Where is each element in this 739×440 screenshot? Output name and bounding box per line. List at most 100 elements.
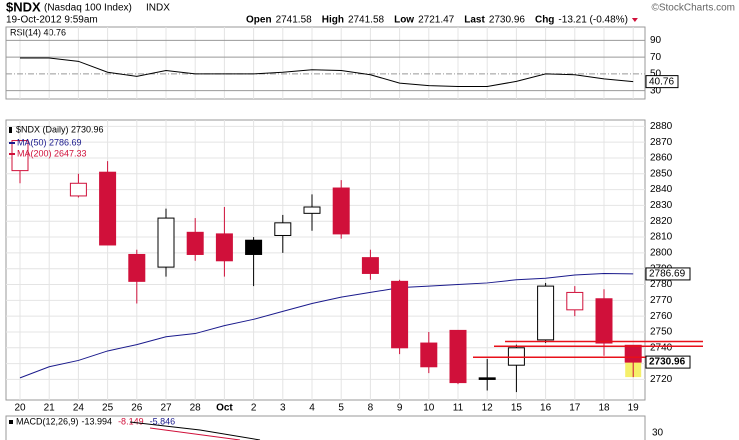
macd-signal bbox=[149, 427, 241, 440]
down-arrow bbox=[631, 18, 638, 22]
candle-body bbox=[595, 298, 613, 344]
y-tick-label: 2830 bbox=[650, 200, 673, 211]
x-tick-label: 25 bbox=[102, 403, 114, 414]
candle-body bbox=[391, 280, 409, 349]
macd-panel bbox=[5, 415, 646, 440]
x-tick-label: 10 bbox=[423, 403, 435, 414]
y-tick-label: 30 bbox=[650, 85, 662, 96]
quote-label: Low bbox=[394, 15, 414, 26]
candle-body bbox=[99, 171, 117, 246]
y-tick-label: 2820 bbox=[650, 216, 673, 227]
y-tick-label: 2860 bbox=[650, 153, 673, 164]
candle-body bbox=[537, 285, 555, 341]
y-tick-label: 2740 bbox=[650, 342, 673, 353]
x-tick-label: 28 bbox=[190, 403, 202, 414]
quote-value: 2730.96 bbox=[489, 15, 526, 26]
candle-body bbox=[507, 347, 525, 366]
price-label: 2786.69 bbox=[649, 269, 686, 280]
legend-icon bbox=[9, 127, 12, 133]
legend-entry: MA(200) 2647.33 bbox=[17, 148, 87, 158]
candle-body bbox=[215, 233, 233, 262]
quote: Open 2741.58 High 2741.58 Low 2721.47 Last 2730… bbox=[246, 15, 638, 26]
candle-body bbox=[566, 291, 584, 311]
quote-label: Chg bbox=[535, 15, 554, 26]
x-tick-label: 12 bbox=[482, 403, 494, 414]
candle-body bbox=[186, 231, 204, 255]
y-tick-label: 2800 bbox=[650, 248, 673, 259]
quote-label: High bbox=[322, 15, 344, 26]
candle-body bbox=[449, 329, 467, 384]
candle-body bbox=[420, 342, 438, 368]
rsi-panel bbox=[5, 26, 646, 100]
candle-body bbox=[478, 377, 496, 380]
candle-body bbox=[157, 217, 175, 268]
rsi-title: RSI(14) 40.76 bbox=[10, 27, 66, 37]
y-tick-label: 50 bbox=[650, 69, 662, 80]
candle-body bbox=[69, 182, 87, 197]
legend-title: $NDX (Daily) 2730.96 bbox=[16, 124, 104, 134]
credit: ©StockCharts.com bbox=[651, 3, 735, 14]
x-tick-label: 9 bbox=[397, 403, 403, 414]
y-tick-label: 2780 bbox=[650, 279, 673, 290]
price-box bbox=[645, 355, 691, 369]
y-tick-label: 2750 bbox=[650, 327, 673, 338]
last-box bbox=[645, 75, 679, 89]
price-panel bbox=[5, 119, 646, 401]
y-tick-label: 2840 bbox=[650, 184, 673, 195]
price-label: 2730.96 bbox=[649, 357, 686, 368]
x-tick-label: 8 bbox=[368, 403, 374, 414]
quote-label: Last bbox=[464, 15, 485, 26]
candle-body bbox=[303, 206, 321, 214]
x-tick-label: 5 bbox=[338, 403, 344, 414]
x-tick-label: 20 bbox=[14, 403, 26, 414]
ma-line bbox=[19, 272, 634, 379]
quote-value: -13.21 (-0.48%) bbox=[558, 15, 627, 26]
y-tick-label: 70 bbox=[650, 52, 662, 63]
exchange: INDX bbox=[146, 3, 170, 14]
y-tick-label: 2760 bbox=[650, 311, 673, 322]
x-tick-label: 17 bbox=[569, 403, 581, 414]
y-tick-label: 2880 bbox=[650, 121, 673, 132]
candle-body bbox=[624, 344, 642, 363]
quote-label: Open bbox=[246, 15, 272, 26]
last-label: 40.76 bbox=[649, 76, 674, 87]
x-tick-label: 21 bbox=[44, 403, 56, 414]
x-tick-label: 24 bbox=[73, 403, 85, 414]
candle-body bbox=[332, 187, 350, 235]
y-tick-label: 2810 bbox=[650, 232, 673, 243]
x-tick-label: 26 bbox=[131, 403, 143, 414]
macd-title: MACD(12,26,9) bbox=[16, 416, 79, 426]
rsi-line bbox=[20, 57, 634, 87]
price-box bbox=[645, 267, 691, 281]
y-tick-label: 2850 bbox=[650, 168, 673, 179]
x-tick-label: 4 bbox=[309, 403, 315, 414]
y-tick-label: 30 bbox=[652, 428, 664, 439]
legend-entry: MA(50) 2786.69 bbox=[17, 137, 82, 147]
x-tick-label: 11 bbox=[453, 403, 464, 414]
macd-legend-value: -5.846 bbox=[150, 416, 176, 426]
datetime: 19-Oct-2012 9:59am bbox=[6, 15, 98, 26]
legend-icon bbox=[9, 420, 13, 424]
quote-value: 2721.47 bbox=[418, 15, 455, 26]
macd-legend-value: -13.994 bbox=[82, 416, 113, 426]
macd-line bbox=[129, 421, 261, 440]
symbol: $NDX bbox=[6, 0, 41, 14]
symbol-name: (Nasdaq 100 Index) bbox=[44, 3, 132, 14]
x-tick-label: 2 bbox=[251, 403, 257, 414]
y-tick-label: 2870 bbox=[650, 137, 673, 148]
quote-value: 2741.58 bbox=[276, 15, 313, 26]
y-tick-label: 2770 bbox=[650, 295, 673, 306]
candle-body bbox=[361, 257, 379, 274]
candle-body bbox=[274, 222, 292, 236]
x-tick-label: 16 bbox=[540, 403, 552, 414]
y-tick-label: 2720 bbox=[650, 374, 673, 385]
macd-legend-value: -8.149 bbox=[118, 416, 144, 426]
x-tick-label: 19 bbox=[628, 403, 640, 414]
x-tick-label: Oct bbox=[216, 403, 233, 414]
candle-body bbox=[11, 140, 29, 172]
x-tick-label: 18 bbox=[598, 403, 610, 414]
macd-legend: MACD(12,26,9) -13.994 -8.149 -5.846 bbox=[9, 416, 175, 426]
candle-body bbox=[128, 253, 146, 282]
